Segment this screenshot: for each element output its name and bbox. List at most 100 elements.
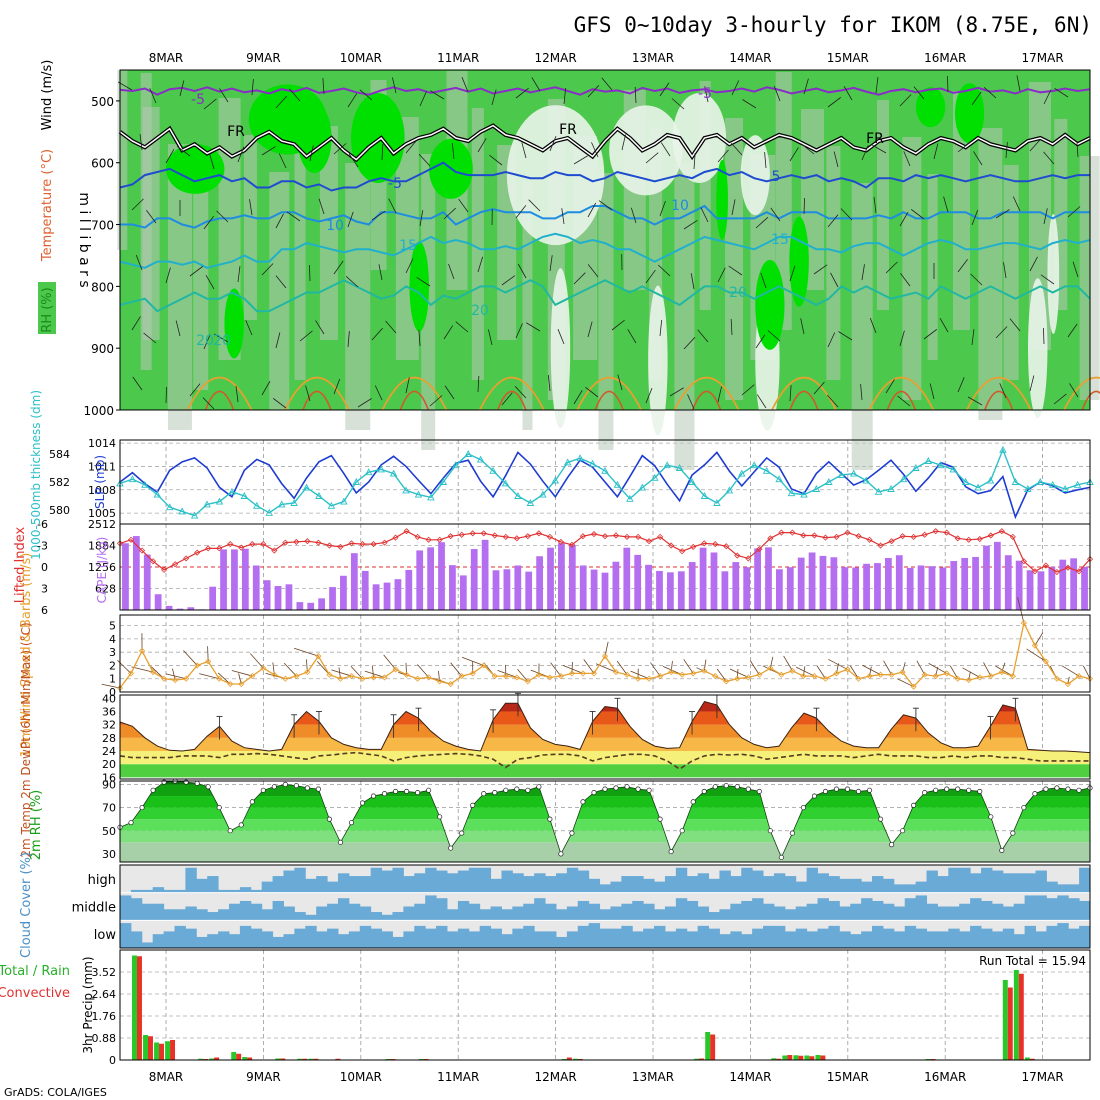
wind-speed-point [326,671,333,678]
thickness-point [924,457,933,464]
lifted-index-point [546,533,553,540]
wind-barb [333,378,341,395]
cloud-cell [643,903,655,921]
lifted-index-point [403,528,410,535]
cloud-cell [839,878,851,893]
wind-barb [561,208,565,225]
cloud-cell [163,909,175,921]
thickness-point [576,454,584,462]
cloud-cell [970,898,982,921]
lifted-index-point [1086,556,1094,563]
chart-title: GFS 0~10day 3-hourly for IKOM (8.75E, 6N… [574,13,1092,37]
temp-tick: 24 [102,745,116,758]
precip-tick: 0 [109,1054,116,1067]
wind-barb [611,319,625,331]
rh-point [778,854,784,860]
slp-tick: 1014 [88,437,116,450]
lifted-index-point [712,541,719,548]
cloud-cell [773,906,786,921]
wind-barb [949,665,959,679]
cape-tick: 628 [95,583,116,596]
cloud-cell [970,873,982,893]
lifted-index-point [822,534,829,541]
wind-barb [477,138,487,153]
wind-barb [899,330,905,347]
wind-speed-point [745,674,752,681]
rh-grey-band [522,182,533,430]
wind-barb [801,143,815,155]
wind-barb [773,85,781,102]
rh-grey-band [471,108,484,380]
precip-tick: 3.52 [92,966,117,979]
cloud-cell [599,884,611,893]
cloud-cell [948,906,960,921]
cloud-cell [654,881,666,893]
lifted-index-point [348,540,355,547]
wind-barb [1043,89,1052,105]
cloud-cell [1057,895,1069,921]
rh-grey-band [294,89,306,380]
wind-barb [1083,665,1091,679]
cloud-cell [872,900,884,921]
cloud-cell [610,928,622,948]
cloud-cell [839,931,851,948]
cape-bar [786,567,794,610]
precip-convective-bar [159,1043,164,1060]
cloud-cell [403,931,415,948]
wind-barb [947,75,949,93]
lifted-index-point [745,555,752,562]
wind-barb [742,99,757,109]
lifted-index-point [524,533,531,540]
lifted-index-point [271,547,278,554]
cloud-cell [523,925,535,948]
panel-frame [119,614,1091,693]
cloud-cell [1057,884,1069,893]
cloud-cell [599,909,611,921]
rh-grey-band [193,181,209,390]
legend-total-rain: Total / Rain [0,964,70,979]
slp-tick: 1011 [88,460,116,473]
cloud-cell [152,903,165,921]
thickness-point [999,445,1007,453]
wind-barb [461,77,469,93]
wind-barb [700,207,709,223]
rh-point [249,799,255,805]
wind-speed-point [579,670,587,677]
wind-barb [983,662,992,677]
cape-bar [688,562,696,610]
lifted-index-point [789,529,796,536]
cape-bar [143,554,151,610]
wind-barb [348,153,359,168]
lifted-index-point [734,552,741,559]
thickness-point [887,485,895,492]
cloud-cell [174,925,186,948]
wind-speed-point [679,671,686,678]
cloud-cell [512,906,524,921]
temp-contour-30 [399,390,430,411]
lifted-index-point [877,542,884,549]
rh-point [800,805,806,811]
wind-barb [645,388,653,404]
wind-barb [430,90,445,100]
lifted-index-point [899,533,906,540]
date-label-top: 8MAR [149,51,184,65]
temp-contour-30 [204,390,235,411]
wind-barb [913,86,925,100]
temp-line [119,701,1091,754]
wind-barb [885,379,895,394]
precip-convective-bar [809,1056,815,1060]
wind-speed-point [557,673,564,680]
rh-band [120,807,1090,820]
cape-bar [122,543,129,610]
cape-bar [1048,566,1056,610]
rh-point [514,786,520,792]
pressure-tick: 800 [91,280,114,294]
isotherm-label: 15 [771,232,789,248]
wind-speed-point [1031,642,1038,649]
rh-grey-band [927,174,938,360]
cape-bar [743,567,751,610]
legend-temperature: Temperature (°C) [40,149,55,262]
cloud-cell [250,928,263,948]
precip-convective-bar [335,1058,341,1060]
temp-contour-30 [691,390,722,411]
